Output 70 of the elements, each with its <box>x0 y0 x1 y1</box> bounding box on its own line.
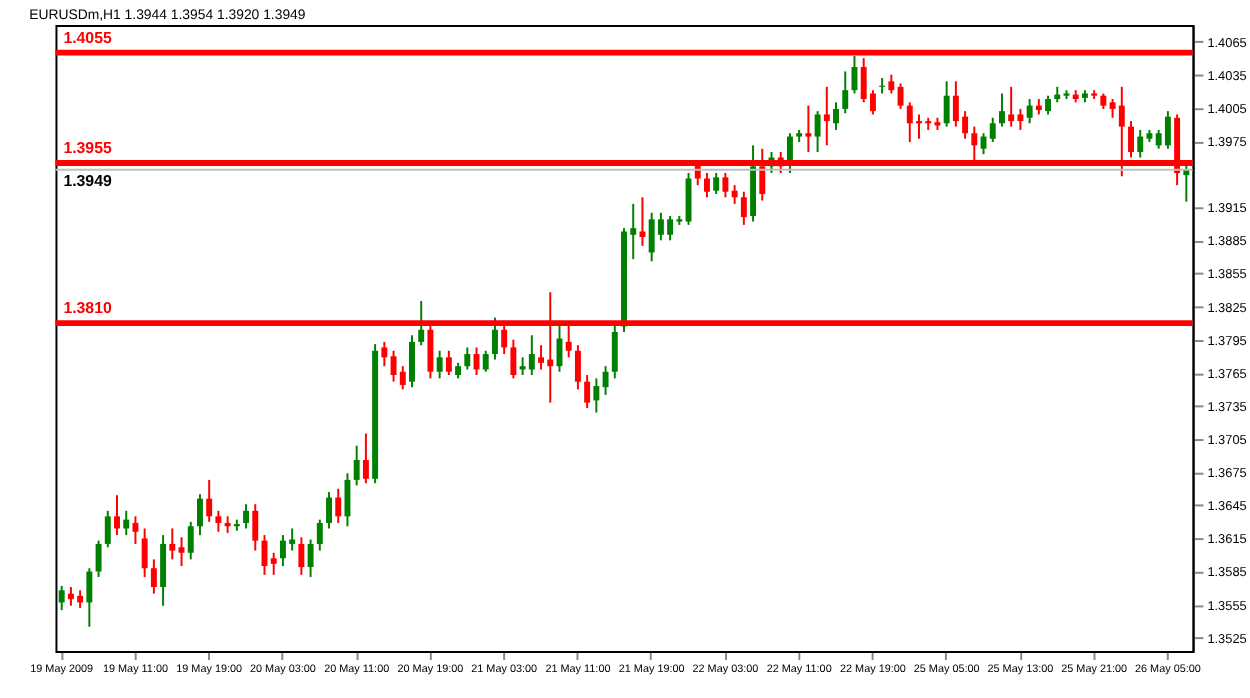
candlestick <box>160 534 167 607</box>
candlestick <box>243 503 250 530</box>
candlestick <box>602 365 609 396</box>
candlestick <box>1045 94 1052 116</box>
candlestick <box>381 340 388 368</box>
candlestick <box>436 349 443 380</box>
candlestick <box>464 346 471 371</box>
candlestick <box>510 338 517 380</box>
candlestick <box>851 54 858 95</box>
candlestick <box>141 527 148 579</box>
candlestick <box>178 536 185 567</box>
candlestick <box>196 493 203 537</box>
candlestick <box>86 567 93 628</box>
candlestick <box>335 487 342 524</box>
candlestick <box>805 104 812 153</box>
ref-line-label: 1.3955 <box>63 139 113 158</box>
candlestick <box>132 515 139 545</box>
candlestick <box>998 92 1005 128</box>
candlestick <box>842 70 849 115</box>
ref-line-label: 1.3949 <box>63 171 113 190</box>
candlestick <box>150 558 157 595</box>
candlestick <box>989 116 996 144</box>
candlestick <box>740 190 747 226</box>
ref-line-label: 1.4055 <box>63 28 113 47</box>
candlestick <box>316 518 323 552</box>
candlestick <box>528 334 535 376</box>
candlestick <box>888 73 895 95</box>
candlestick <box>731 184 738 205</box>
candlestick <box>123 509 130 537</box>
candlestick <box>206 478 213 523</box>
ref-line-label: 1.3810 <box>63 299 113 318</box>
candlestick <box>298 536 305 576</box>
candlestick <box>685 171 692 226</box>
candlestick <box>445 349 452 376</box>
candlestick <box>722 171 729 199</box>
candlestick <box>1008 85 1015 128</box>
candlestick <box>104 509 111 549</box>
candlestick <box>1137 128 1144 159</box>
candlestick <box>833 101 839 131</box>
candlestick <box>344 472 351 528</box>
candlestick <box>353 444 360 487</box>
candlestick <box>491 316 498 361</box>
candlestick <box>418 300 425 347</box>
candlestick <box>639 196 646 247</box>
candlestick <box>713 171 720 195</box>
candlestick <box>943 80 950 128</box>
candlestick <box>169 527 176 561</box>
candlestick <box>823 85 830 147</box>
candlestick <box>1026 98 1033 125</box>
candlestick <box>1164 110 1171 150</box>
candlestick <box>593 377 600 414</box>
candlestick <box>307 538 314 579</box>
candlestick <box>326 491 332 530</box>
candlestick <box>897 82 904 110</box>
candlestick <box>611 322 618 380</box>
candlestick <box>409 334 415 389</box>
candlestick <box>574 344 581 391</box>
candlestick <box>704 171 710 199</box>
candlestick <box>95 539 102 579</box>
candlestick <box>538 344 545 371</box>
candlestick <box>362 432 369 485</box>
candlestick <box>814 110 821 153</box>
candlestick <box>187 520 194 561</box>
candlestick <box>252 503 259 552</box>
candlestick <box>58 584 65 612</box>
candlestick <box>114 494 120 537</box>
candlestick <box>215 509 222 533</box>
candlestick <box>482 349 489 373</box>
candlestick <box>270 551 277 576</box>
candlestick <box>584 374 591 410</box>
